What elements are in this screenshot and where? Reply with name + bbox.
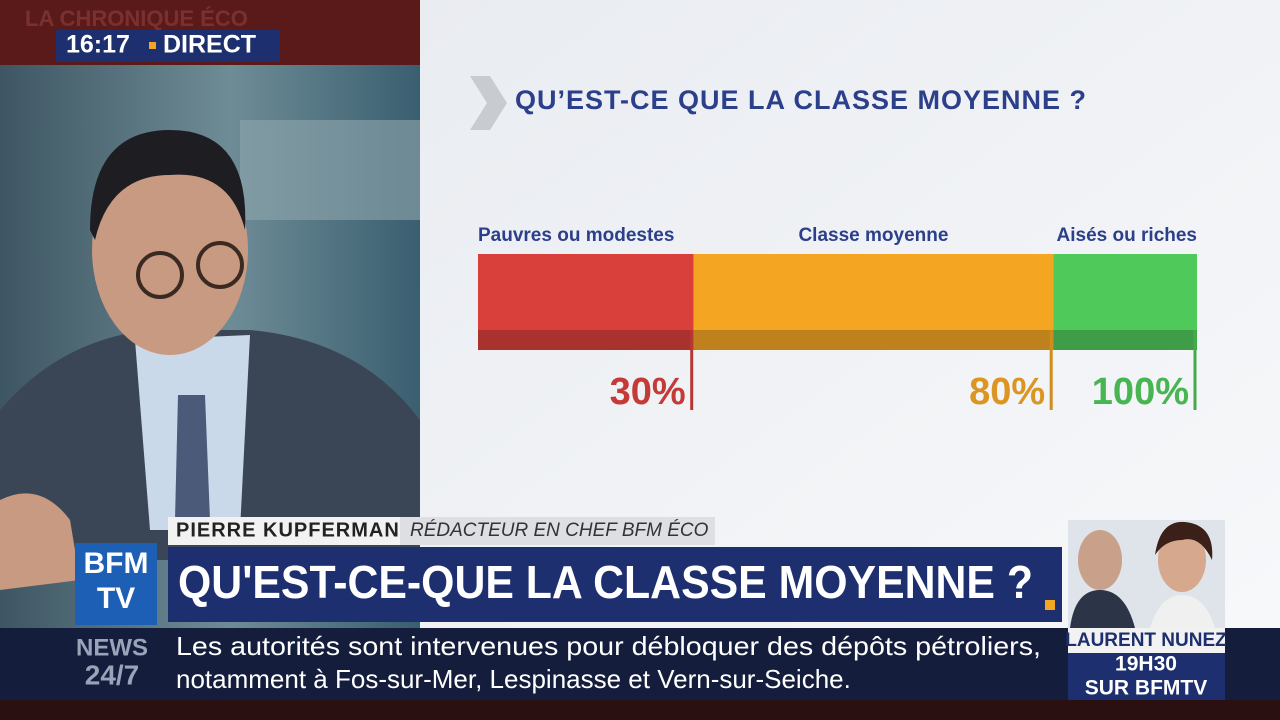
headline-dot [1045,600,1055,610]
host-face [1158,528,1206,592]
logo [75,543,157,625]
promo-guest: LAURENT NUNEZ [1065,630,1227,651]
ticker-line: Les autorités sont intervenues pour débl… [176,631,1041,661]
presenter-tie [175,395,210,520]
graphic-title: QU’EST-CE QUE LA CLASSE MOYENNE ? [515,85,1087,115]
headline: QU'EST-CE-QUE LA CLASSE MOYENNE ? [178,556,1033,608]
promo-name-box [1068,628,1225,653]
segment-label: Pauvres ou modestes [478,225,674,246]
show-name: LA CHRONIQUE ÉCO [25,6,248,31]
presenter-hair [90,130,246,240]
segment-label: Classe moyenne [798,225,948,246]
role-box [400,517,715,545]
headline-box [168,547,1062,622]
promo-channel: SUR BFMTV [1085,677,1208,700]
bottom-strip [0,700,1280,720]
studio-screen [240,120,450,220]
ticker-band [0,628,1280,700]
bar-segment-shade [693,330,1054,350]
guest-face [1078,530,1122,590]
glasses [196,241,244,289]
ticker-label: 24/7 [85,659,140,690]
ticker-line: notamment à Fos-sur-Mer, Lespinasse et V… [176,664,851,694]
speaker-name: PIERRE KUPFERMAN [176,519,400,541]
threshold-label: 100% [1092,371,1189,413]
bar-chart: 30% Pauvres ou modestes 80% Classe moyenne 1… [478,225,1197,413]
guest-suit [1070,590,1135,628]
logo-line1: BFM [84,547,149,580]
segment-label: Aisés ou riches [1057,225,1197,246]
bar-segment [1053,254,1197,330]
live-label: DIRECT [163,31,256,59]
separator [149,42,156,49]
ticker-label: NEWS [76,634,148,661]
bar-segment [693,254,1054,330]
live-badge [56,30,280,62]
chevron [470,76,507,130]
clock: 16:17 [66,31,130,59]
bar-segment [478,254,694,330]
bar-segment-shade [478,330,694,350]
name-box [168,517,400,545]
logo-line2: TV [97,582,135,615]
threshold-label: 80% [969,371,1045,413]
speaker-role: RÉDACTEUR EN CHEF BFM ÉCO [410,520,709,541]
glasses [136,251,184,299]
host-top [1150,595,1215,628]
host-hair [1155,521,1213,560]
presenter-hand [0,493,80,590]
threshold-label: 30% [610,371,686,413]
bar-segment-shade [1053,330,1197,350]
promo-time: 19H30 [1115,653,1177,676]
presenter-face [92,145,248,355]
